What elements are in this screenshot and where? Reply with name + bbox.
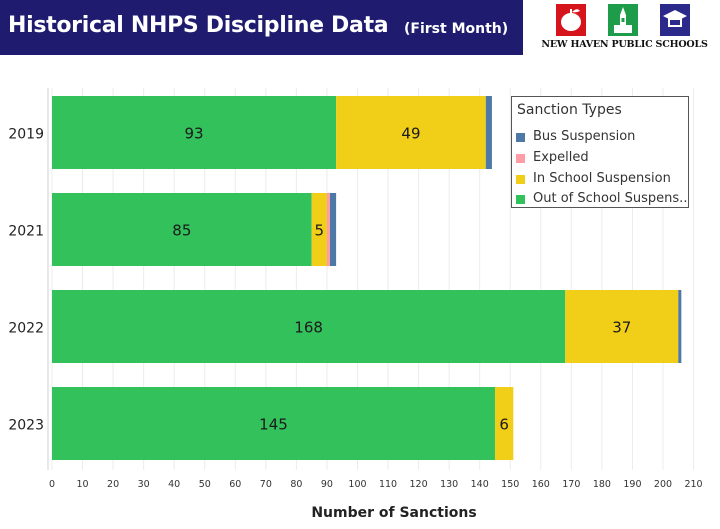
- y-tick-label: 2022: [8, 321, 44, 337]
- logo-text: NEW HAVEN PUBLIC SCHOOLS: [541, 39, 708, 50]
- x-tick-label: 90: [321, 479, 333, 490]
- x-tick-label: 140: [471, 479, 489, 490]
- legend-label: Bus Suspension: [533, 129, 636, 144]
- title-banner: Historical NHPS Discipline Data (First M…: [0, 0, 523, 55]
- tower-icon: [608, 4, 638, 36]
- x-tick-label: 190: [623, 479, 641, 490]
- data-label: 6: [499, 416, 509, 434]
- legend-label: Out of School Suspens..: [533, 191, 688, 206]
- data-label: 145: [259, 416, 288, 434]
- x-tick-label: 50: [199, 479, 211, 490]
- bar-segment: [336, 96, 486, 169]
- x-tick-label: 180: [593, 479, 611, 490]
- bar-segment: [52, 193, 312, 266]
- y-tick-label: 2023: [8, 418, 44, 434]
- legend-label: Expelled: [533, 150, 589, 165]
- bar-segment: [52, 96, 337, 169]
- x-tick-label: 120: [410, 479, 428, 490]
- x-tick-label: 130: [440, 479, 458, 490]
- legend-swatch: [516, 195, 525, 204]
- bar-segment: [678, 290, 682, 363]
- x-tick-label: 0: [49, 479, 55, 490]
- bar-segment: [494, 387, 514, 460]
- legend-label: In School Suspension: [533, 171, 671, 186]
- x-tick-label: 100: [348, 479, 366, 490]
- nhps-logo: NEW HAVEN PUBLIC SCHOOLS: [532, 3, 717, 55]
- legend: Sanction Types Bus Suspension Expelled I…: [511, 96, 689, 208]
- legend-swatch: [516, 133, 525, 142]
- x-tick-label: 170: [562, 479, 580, 490]
- x-tick-label: 150: [501, 479, 519, 490]
- data-label: 37: [612, 319, 631, 337]
- bar-segment: [311, 193, 327, 266]
- data-label: 5: [315, 222, 325, 240]
- data-label: 49: [401, 125, 420, 143]
- bar-segment: [485, 96, 492, 169]
- x-tick-label: 80: [290, 479, 302, 490]
- x-axis-title: Number of Sanctions: [311, 505, 476, 521]
- x-tick-label: 10: [77, 479, 89, 490]
- x-tick-label: 200: [654, 479, 672, 490]
- page-subtitle: (First Month): [404, 21, 509, 37]
- bar-segment: [52, 387, 495, 460]
- data-label: 85: [172, 222, 191, 240]
- graduation-cap-icon: [660, 4, 690, 36]
- bar-segment: [326, 193, 331, 266]
- x-tick-label: 40: [168, 479, 180, 490]
- legend-swatch: [516, 154, 525, 163]
- x-tick-label: 20: [107, 479, 119, 490]
- x-tick-label: 70: [260, 479, 272, 490]
- logo-icons: [556, 4, 690, 36]
- x-tick-label: 110: [379, 479, 397, 490]
- page-title: Historical NHPS Discipline Data: [8, 13, 389, 38]
- legend-title: Sanction Types: [517, 102, 622, 118]
- x-tick-label: 210: [684, 479, 702, 490]
- apple-icon: [556, 4, 586, 36]
- x-tick-label: 160: [532, 479, 550, 490]
- y-tick-label: 2019: [8, 127, 44, 143]
- x-tick-label: 60: [229, 479, 241, 490]
- y-tick-label: 2021: [8, 224, 44, 240]
- bar-segment: [565, 290, 679, 363]
- bar-segment: [52, 290, 566, 363]
- data-label: 93: [185, 125, 204, 143]
- legend-swatch: [516, 175, 525, 184]
- x-tick-label: 30: [138, 479, 150, 490]
- data-label: 168: [294, 319, 323, 337]
- bar-segment: [330, 193, 337, 266]
